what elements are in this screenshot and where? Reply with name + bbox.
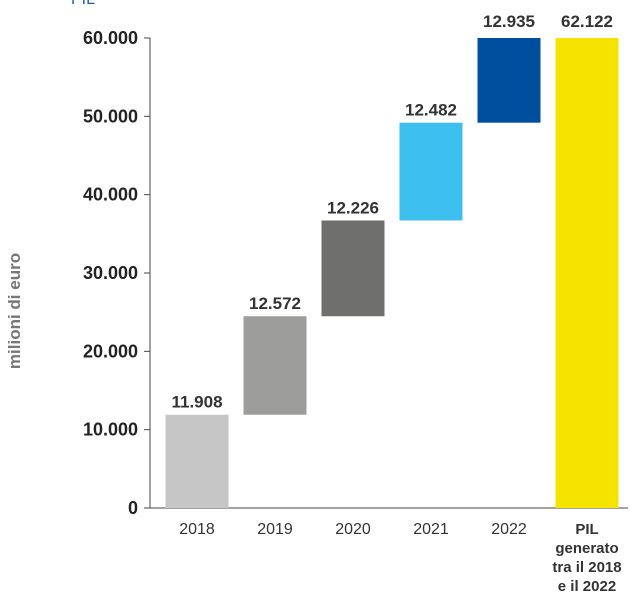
bar-2020 [321, 220, 385, 317]
y-tick-label: 10.000 [83, 420, 138, 440]
bar-2018 [165, 414, 229, 508]
y-tick-label: 0 [128, 498, 138, 518]
data-label: 12.935 [483, 12, 535, 31]
data-label: 12.482 [405, 101, 457, 120]
bar-2021 [399, 122, 463, 221]
y-tick-label: 50.000 [83, 106, 138, 126]
data-label: 12.572 [249, 294, 301, 313]
data-label: 11.908 [171, 393, 222, 412]
y-axis-title: milioni di euro [5, 253, 24, 369]
bar-2022 [477, 38, 541, 123]
x-tick-label: 2018 [179, 521, 215, 538]
data-label: 62.122 [561, 12, 613, 31]
x-tick-label: 2022 [491, 521, 527, 538]
y-tick-label: 60.000 [83, 28, 138, 48]
x-tick-label: 2020 [335, 521, 371, 538]
x-tick-label: 2021 [413, 521, 449, 538]
x-tick-label: 2019 [257, 521, 293, 538]
total-bar [555, 38, 619, 508]
y-tick-label: 30.000 [83, 263, 138, 283]
bar-2019 [243, 316, 307, 415]
clipped-heading: PIL [71, 0, 95, 9]
x-tick-label-total: PIL generato tra il 2018 e il 2022 [552, 521, 621, 595]
y-tick-label: 40.000 [83, 185, 138, 205]
data-label: 12.226 [327, 198, 379, 217]
y-tick-label: 20.000 [83, 341, 138, 361]
